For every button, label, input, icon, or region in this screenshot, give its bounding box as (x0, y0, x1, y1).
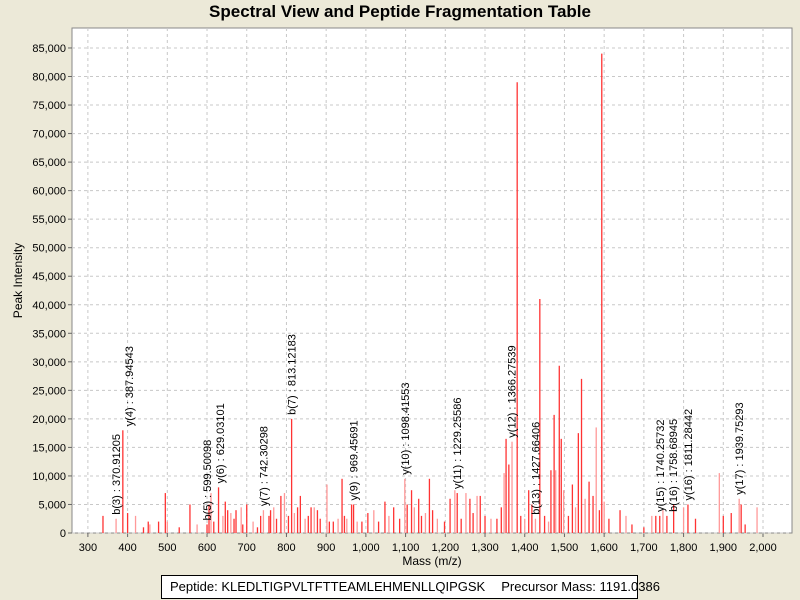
fragment-annotation: y(16) : 1811.28442 (683, 409, 695, 501)
fragment-annotation: y(10) : 1098.41553 (400, 382, 412, 474)
x-tick-label: 2,000 (749, 542, 777, 554)
x-tick-label: 1,900 (710, 542, 738, 554)
precursor-mass: Precursor Mass: 1191.0386 (501, 579, 660, 594)
chart-title: Spectral View and Peptide Fragmentation … (209, 2, 591, 21)
fragment-annotation: y(12) : 1366.27539 (506, 345, 518, 437)
y-tick-label: 10,000 (32, 471, 66, 483)
plot-area (71, 27, 793, 534)
y-tick-label: 50,000 (32, 243, 66, 255)
y-axis-label: Peak Intensity (11, 243, 25, 318)
fragment-annotation: y(4) : 387.94543 (124, 346, 136, 426)
x-tick-label: 900 (317, 542, 335, 554)
y-tick-label: 40,000 (32, 300, 66, 312)
peptide-info-box: Peptide: KLEDLTIGPVLTFTTEAMLEHMENLLQIPGS… (161, 575, 660, 599)
y-tick-label: 25,000 (32, 385, 66, 397)
fragment-annotation: y(9) : 969.45691 (349, 420, 361, 500)
y-tick-label: 15,000 (32, 442, 66, 454)
y-tick-label: 85,000 (32, 43, 66, 55)
peptide-sequence: Peptide: KLEDLTIGPVLTFTTEAMLEHMENLLQIPGS… (170, 579, 486, 594)
y-tick-label: 30,000 (32, 357, 66, 369)
x-tick-label: 1,700 (630, 542, 658, 554)
x-tick-label: 1,800 (670, 542, 698, 554)
y-tick-label: 80,000 (32, 72, 66, 84)
fragment-annotation: b(5) : 599.50098 (202, 440, 214, 521)
x-tick-label: 1,400 (511, 542, 539, 554)
fragment-annotation: y(11) : 1229.25586 (452, 398, 464, 490)
x-tick-label: 1,600 (590, 542, 618, 554)
fragment-annotation: b(3) : 370.91205 (111, 434, 123, 515)
x-tick-label: 1,500 (551, 542, 579, 554)
fragment-annotation: y(17) : 1939.75293 (734, 402, 746, 494)
y-tick-label: 55,000 (32, 214, 66, 226)
x-tick-label: 1,000 (352, 542, 380, 554)
y-tick-label: 75,000 (32, 100, 66, 112)
y-tick-label: 35,000 (32, 328, 66, 340)
x-tick-label: 1,100 (392, 542, 420, 554)
fragment-annotation: y(7) : 742.30298 (259, 426, 271, 506)
fragment-annotation: b(13) : 1427.66406 (531, 422, 543, 515)
fragment-annotation: y(6) : 629.03101 (215, 403, 227, 483)
x-axis-label: Mass (m/z) (402, 554, 461, 568)
y-tick-label: 0 (60, 528, 66, 540)
x-tick-label: 700 (238, 542, 256, 554)
y-tick-label: 20,000 (32, 414, 66, 426)
y-tick-label: 5,000 (38, 499, 66, 511)
y-tick-label: 65,000 (32, 157, 66, 169)
x-tick-label: 500 (158, 542, 176, 554)
x-tick-label: 1,200 (432, 542, 460, 554)
fragment-annotation: b(16) : 1758.68945 (668, 419, 680, 512)
x-tick-label: 1,300 (471, 542, 499, 554)
x-tick-label: 600 (198, 542, 216, 554)
fragment-annotation: y(15) : 1740.25732 (655, 420, 667, 512)
fragment-annotation: b(7) : 813.12183 (287, 334, 299, 415)
y-tick-label: 70,000 (32, 129, 66, 141)
x-tick-label: 300 (79, 542, 97, 554)
x-tick-label: 800 (277, 542, 295, 554)
y-tick-label: 45,000 (32, 271, 66, 283)
x-tick-label: 400 (118, 542, 136, 554)
spectrum-chart: 300 400 500 600 700 800 900 1,000 1,100 1,200 1,30… (11, 27, 793, 568)
y-tick-label: 60,000 (32, 186, 66, 198)
